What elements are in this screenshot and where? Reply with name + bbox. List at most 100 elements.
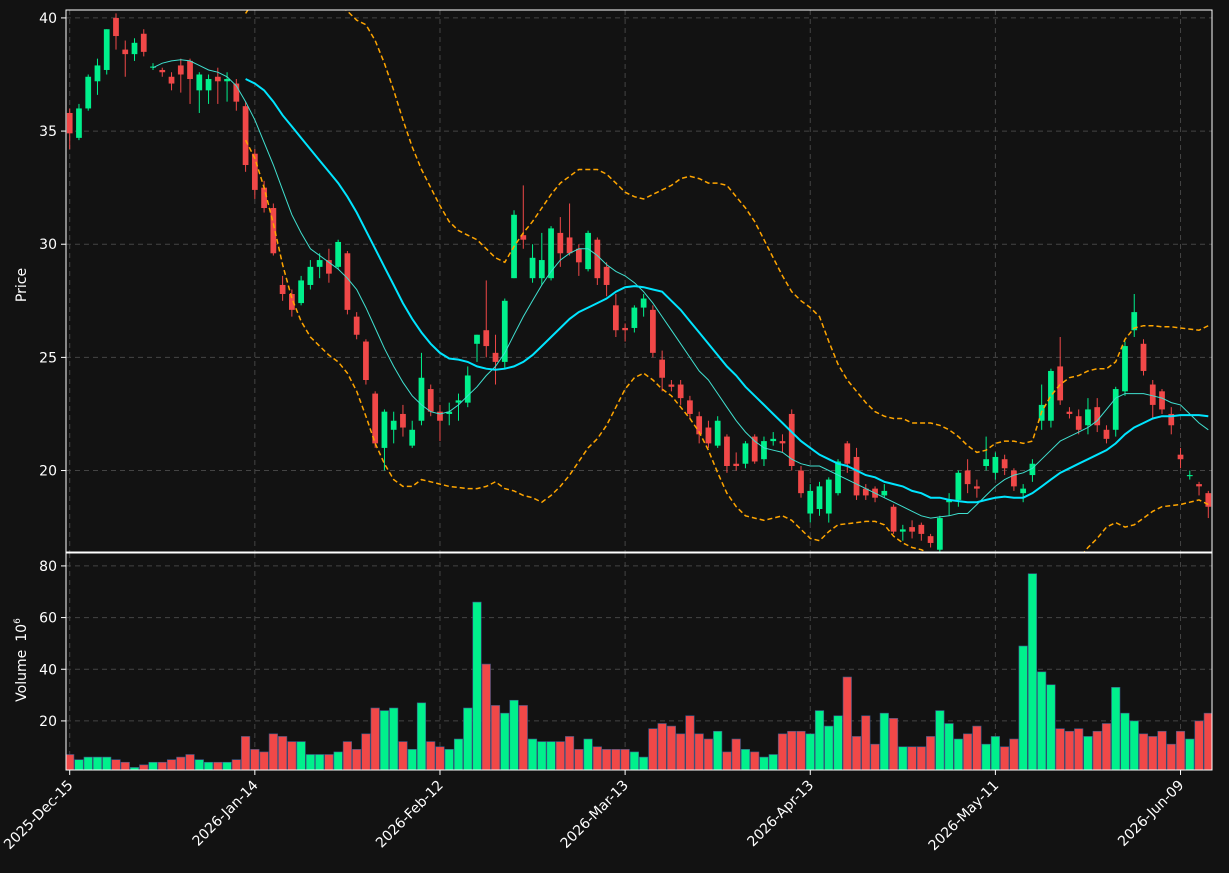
volume-panel bbox=[66, 573, 1212, 770]
candle-body bbox=[1029, 463, 1036, 476]
candle-body bbox=[437, 411, 443, 421]
volume-bar bbox=[416, 702, 427, 770]
volume-bar bbox=[1166, 743, 1176, 770]
candle-body bbox=[261, 187, 267, 209]
candle-body bbox=[640, 298, 647, 308]
volume-bar bbox=[555, 741, 565, 770]
candle-body bbox=[1057, 366, 1064, 401]
volume-bar bbox=[139, 764, 149, 770]
volume-bar bbox=[1064, 730, 1075, 770]
candle-body bbox=[251, 153, 258, 190]
candle-body bbox=[168, 76, 175, 84]
volume-bar bbox=[990, 736, 1000, 770]
candle-body bbox=[103, 29, 110, 70]
volume-bar bbox=[222, 761, 232, 770]
candle-body bbox=[1159, 391, 1165, 410]
volume-bar bbox=[66, 754, 75, 770]
candle-body bbox=[316, 260, 323, 267]
candle-body bbox=[400, 413, 406, 428]
volume-bar bbox=[296, 741, 306, 770]
volume-bar bbox=[453, 738, 464, 770]
volume-bar bbox=[759, 756, 769, 770]
volume-bar bbox=[129, 767, 140, 770]
volume-bar bbox=[963, 733, 973, 770]
volume-bar bbox=[629, 751, 639, 770]
volume-bar bbox=[777, 733, 788, 770]
volume-bar bbox=[935, 710, 945, 770]
volume-bar bbox=[157, 761, 167, 770]
candle-body bbox=[520, 235, 527, 240]
volume-bar bbox=[1046, 684, 1056, 770]
volume-bar bbox=[787, 730, 797, 770]
candle-body bbox=[94, 65, 101, 82]
candle-body bbox=[418, 377, 425, 421]
candle-body bbox=[798, 470, 804, 494]
candle-body bbox=[372, 393, 379, 444]
volume-frame bbox=[65, 552, 1213, 771]
volume-bar bbox=[870, 743, 880, 770]
candle-body bbox=[992, 456, 999, 473]
candle-body bbox=[816, 486, 823, 510]
volume-axis-label: Volume 106 bbox=[13, 618, 30, 702]
volume-bar bbox=[259, 751, 269, 770]
candle-body bbox=[307, 266, 314, 285]
volume-bar bbox=[1083, 736, 1093, 770]
volume-bar bbox=[203, 761, 214, 770]
volume-bar bbox=[407, 749, 417, 770]
candle-body bbox=[733, 463, 740, 467]
y-tick-label: 40 bbox=[39, 11, 57, 27]
candle-body bbox=[1011, 470, 1017, 487]
volume-bar bbox=[213, 761, 223, 770]
volume-bar bbox=[981, 743, 991, 770]
y-tick-label: 40 bbox=[39, 662, 57, 678]
candle-body bbox=[890, 506, 897, 532]
volume-bar bbox=[333, 751, 343, 770]
candle-body bbox=[779, 441, 786, 444]
volume-bar bbox=[703, 738, 713, 770]
volume-bar bbox=[676, 733, 686, 770]
volume-bar bbox=[694, 733, 704, 770]
volume-bar bbox=[546, 741, 556, 770]
candle-body bbox=[464, 375, 471, 403]
volume-label: Volume bbox=[14, 650, 30, 702]
candle-body bbox=[936, 518, 943, 550]
candle-body bbox=[659, 359, 666, 378]
candle-body bbox=[205, 79, 212, 91]
indicator-line bbox=[244, 139, 1209, 552]
candle-body bbox=[751, 436, 758, 462]
volume-bar bbox=[444, 749, 454, 770]
volume-bar bbox=[370, 707, 380, 770]
volume-bar bbox=[842, 676, 852, 770]
candle-body bbox=[76, 108, 82, 138]
volume-bar bbox=[833, 715, 843, 770]
volume-bar bbox=[500, 712, 510, 770]
candle-body bbox=[474, 334, 480, 344]
candle-body bbox=[881, 490, 888, 496]
volume-bar bbox=[796, 730, 806, 770]
volume-bar bbox=[176, 756, 186, 770]
candle-body bbox=[1205, 493, 1212, 507]
volume-bar bbox=[352, 749, 362, 770]
volume-bar bbox=[324, 754, 334, 770]
candle-body bbox=[85, 76, 92, 109]
candle-body bbox=[909, 527, 915, 532]
candle-body bbox=[696, 416, 703, 435]
volume-bar bbox=[490, 705, 501, 770]
candle-body bbox=[1131, 312, 1138, 331]
candle-body bbox=[844, 443, 851, 464]
volume-bar bbox=[1194, 720, 1204, 770]
volume-bar bbox=[361, 733, 371, 770]
candle-body bbox=[1122, 346, 1128, 392]
candle-body bbox=[427, 389, 434, 412]
candle-body bbox=[603, 266, 610, 285]
candle-body bbox=[770, 438, 777, 442]
y-tick-label: 35 bbox=[39, 124, 57, 140]
volume-bar bbox=[1037, 671, 1047, 770]
volume-bar bbox=[527, 738, 538, 770]
candle-body bbox=[742, 443, 749, 464]
candle-body bbox=[1066, 411, 1073, 414]
volume-bar bbox=[509, 699, 519, 770]
candle-body bbox=[270, 208, 277, 254]
volume-bar bbox=[166, 759, 177, 770]
volume-bar bbox=[740, 749, 751, 770]
